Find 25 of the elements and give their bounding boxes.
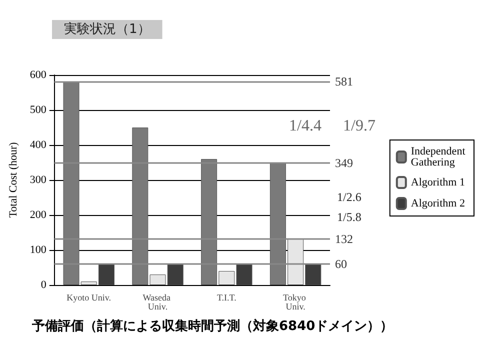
y-tick-label: 200: [30, 209, 47, 221]
annotation: 1/4.4: [289, 118, 322, 134]
ref-line-label: 60: [335, 257, 347, 271]
y-axis-title: Total Cost (hour): [8, 142, 20, 218]
x-tick-label: Kyoto Univ.: [66, 292, 112, 302]
ref-line-label: 581: [335, 74, 353, 89]
legend-label: Algorithm 2: [410, 198, 465, 210]
text: 予備評価（計算による収集時間予測（対象6840ドメイン））: [31, 318, 394, 334]
x-tick-label: Waseda Univ.: [142, 292, 173, 312]
ref-line-label: 132: [335, 232, 353, 246]
x-tick-label: Tokyo Univ.: [282, 292, 308, 312]
y-tick-label: 0: [40, 279, 47, 291]
y-tick-label: 300: [30, 174, 47, 186]
x-tick-label: T.I.T.: [216, 292, 236, 302]
text: 1/5.8: [337, 210, 362, 224]
chart-title: 実験状況（1）: [64, 21, 150, 37]
y-tick-label: 600: [30, 69, 47, 81]
legend-label: Algorithm 1: [410, 176, 465, 188]
y-tick-label: 400: [30, 139, 47, 151]
text: 1/9.7: [343, 118, 376, 134]
text: 1/2.6: [337, 190, 362, 204]
ref-line-label: 349: [335, 156, 353, 170]
y-tick-label: 500: [30, 104, 47, 116]
legend-label: Independent Gathering: [410, 146, 468, 168]
y-tick-label: 100: [30, 244, 47, 256]
